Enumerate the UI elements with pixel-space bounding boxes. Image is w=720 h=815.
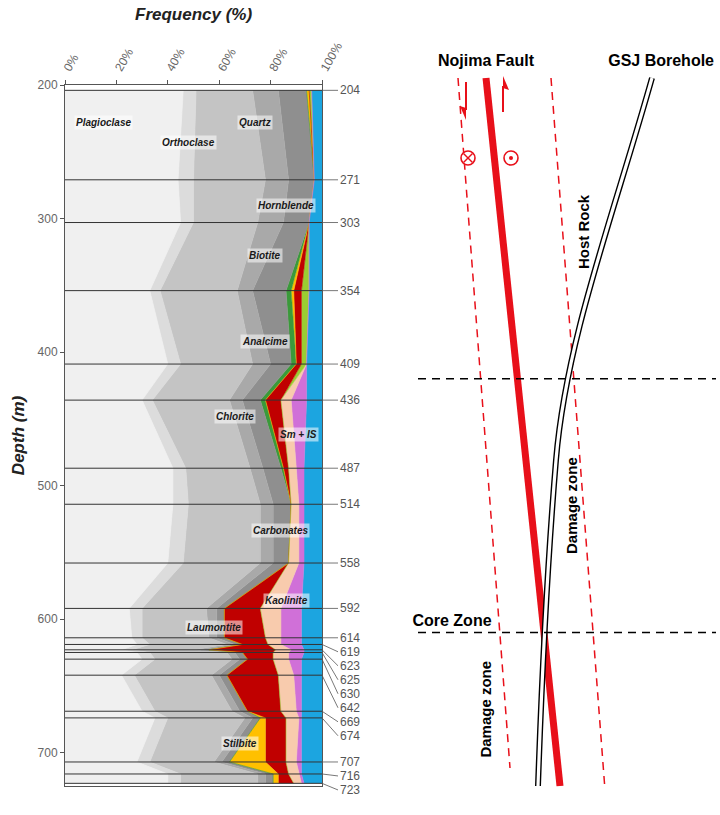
svg-text:Plagioclase: Plagioclase xyxy=(76,117,131,128)
svg-text:Kaolinite: Kaolinite xyxy=(265,595,308,606)
svg-text:Core Zone: Core Zone xyxy=(412,612,491,629)
svg-text:60%: 60% xyxy=(215,46,239,74)
svg-text:630: 630 xyxy=(340,687,360,701)
svg-text:400: 400 xyxy=(38,345,58,359)
svg-text:Frequency (%): Frequency (%) xyxy=(135,5,252,24)
svg-text:Quartz: Quartz xyxy=(239,117,271,128)
svg-text:Stilbite: Stilbite xyxy=(223,738,257,749)
svg-text:Damage zone: Damage zone xyxy=(478,661,495,758)
svg-text:514: 514 xyxy=(340,497,360,511)
svg-text:354: 354 xyxy=(340,284,360,298)
svg-text:669: 669 xyxy=(340,715,360,729)
svg-text:271: 271 xyxy=(340,173,360,187)
svg-text:487: 487 xyxy=(340,461,360,475)
svg-text:409: 409 xyxy=(340,357,360,371)
svg-text:707: 707 xyxy=(340,755,360,769)
svg-text:Chlorite: Chlorite xyxy=(216,411,254,422)
svg-text:600: 600 xyxy=(38,612,58,626)
svg-text:Orthoclase: Orthoclase xyxy=(162,137,215,148)
svg-text:Biotite: Biotite xyxy=(249,250,281,261)
svg-text:558: 558 xyxy=(340,556,360,570)
svg-text:303: 303 xyxy=(340,216,360,230)
svg-text:Depth (m): Depth (m) xyxy=(9,396,28,476)
svg-text:500: 500 xyxy=(38,479,58,493)
svg-text:Hornblende: Hornblende xyxy=(258,200,314,211)
svg-text:723: 723 xyxy=(340,783,360,797)
svg-text:614: 614 xyxy=(340,631,360,645)
svg-text:40%: 40% xyxy=(163,46,187,74)
svg-text:674: 674 xyxy=(340,729,360,743)
svg-text:619: 619 xyxy=(340,645,360,659)
svg-text:204: 204 xyxy=(340,83,360,97)
svg-text:Damage zone: Damage zone xyxy=(564,457,581,554)
svg-text:0%: 0% xyxy=(61,51,82,73)
svg-text:642: 642 xyxy=(340,701,360,715)
svg-text:Host Rock: Host Rock xyxy=(576,194,593,269)
svg-text:716: 716 xyxy=(340,769,360,783)
svg-text:Sm + IS: Sm + IS xyxy=(280,429,317,440)
svg-text:200: 200 xyxy=(38,78,58,92)
svg-text:Nojima Fault: Nojima Fault xyxy=(438,52,535,69)
svg-text:300: 300 xyxy=(38,212,58,226)
svg-text:592: 592 xyxy=(340,601,360,615)
svg-text:436: 436 xyxy=(340,393,360,407)
svg-text:Laumontite: Laumontite xyxy=(187,622,241,633)
svg-text:80%: 80% xyxy=(266,46,290,74)
svg-text:623: 623 xyxy=(340,659,360,673)
svg-text:100%: 100% xyxy=(318,40,346,74)
svg-text:Carbonates: Carbonates xyxy=(253,525,308,536)
svg-text:GSJ Borehole: GSJ Borehole xyxy=(608,52,714,69)
svg-text:625: 625 xyxy=(340,673,360,687)
svg-text:20%: 20% xyxy=(112,46,136,74)
svg-text:700: 700 xyxy=(38,746,58,760)
svg-text:Analcime: Analcime xyxy=(242,336,288,347)
